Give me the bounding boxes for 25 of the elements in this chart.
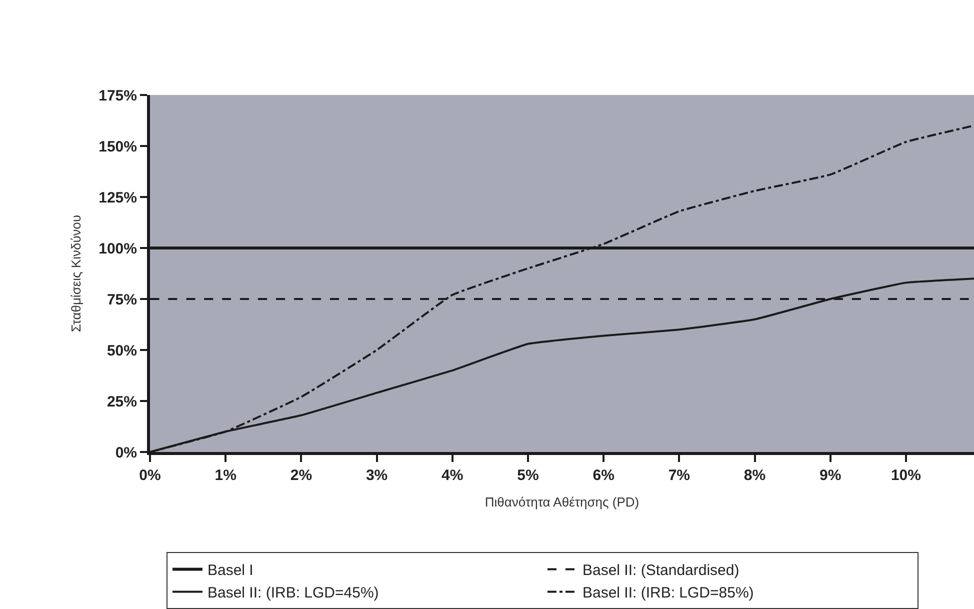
y-tick-label: 75% xyxy=(106,291,137,308)
x-tick-label: 7% xyxy=(668,467,690,484)
legend-label: Basel I xyxy=(207,562,254,580)
x-tick-label: 5% xyxy=(517,467,539,484)
y-tick-label: 175% xyxy=(98,87,137,104)
y-tick-label: 50% xyxy=(106,342,137,360)
legend-label: Basel II: (IRB: LGD=45%) xyxy=(207,584,379,602)
y-tick-label: 125% xyxy=(98,189,137,206)
y-tick-label: 0% xyxy=(115,444,137,462)
x-tick-label: 0% xyxy=(139,467,161,484)
x-axis-title: Πιθανότητα Αθέτησης (PD) xyxy=(484,494,640,510)
x-tick-label: 3% xyxy=(366,467,388,484)
y-axis-title: Σταθμίσεις Κινδύνου xyxy=(68,214,84,332)
legend-label: Basel II: (IRB: LGD=85%) xyxy=(582,584,754,602)
x-tick-label: 8% xyxy=(744,467,766,484)
x-tick-label: 4% xyxy=(442,467,464,484)
y-tick-label: 150% xyxy=(98,138,137,156)
legend-label: Basel II: (Standardised) xyxy=(582,562,740,580)
y-tick-label: 100% xyxy=(98,240,137,258)
x-tick-label: 2% xyxy=(290,467,312,484)
x-tick-label: 9% xyxy=(820,467,842,484)
x-tick-label: 10% xyxy=(890,467,921,484)
y-tick-label: 25% xyxy=(106,393,137,410)
x-tick-label: 6% xyxy=(592,467,614,484)
x-tick-label: 1% xyxy=(214,467,236,484)
